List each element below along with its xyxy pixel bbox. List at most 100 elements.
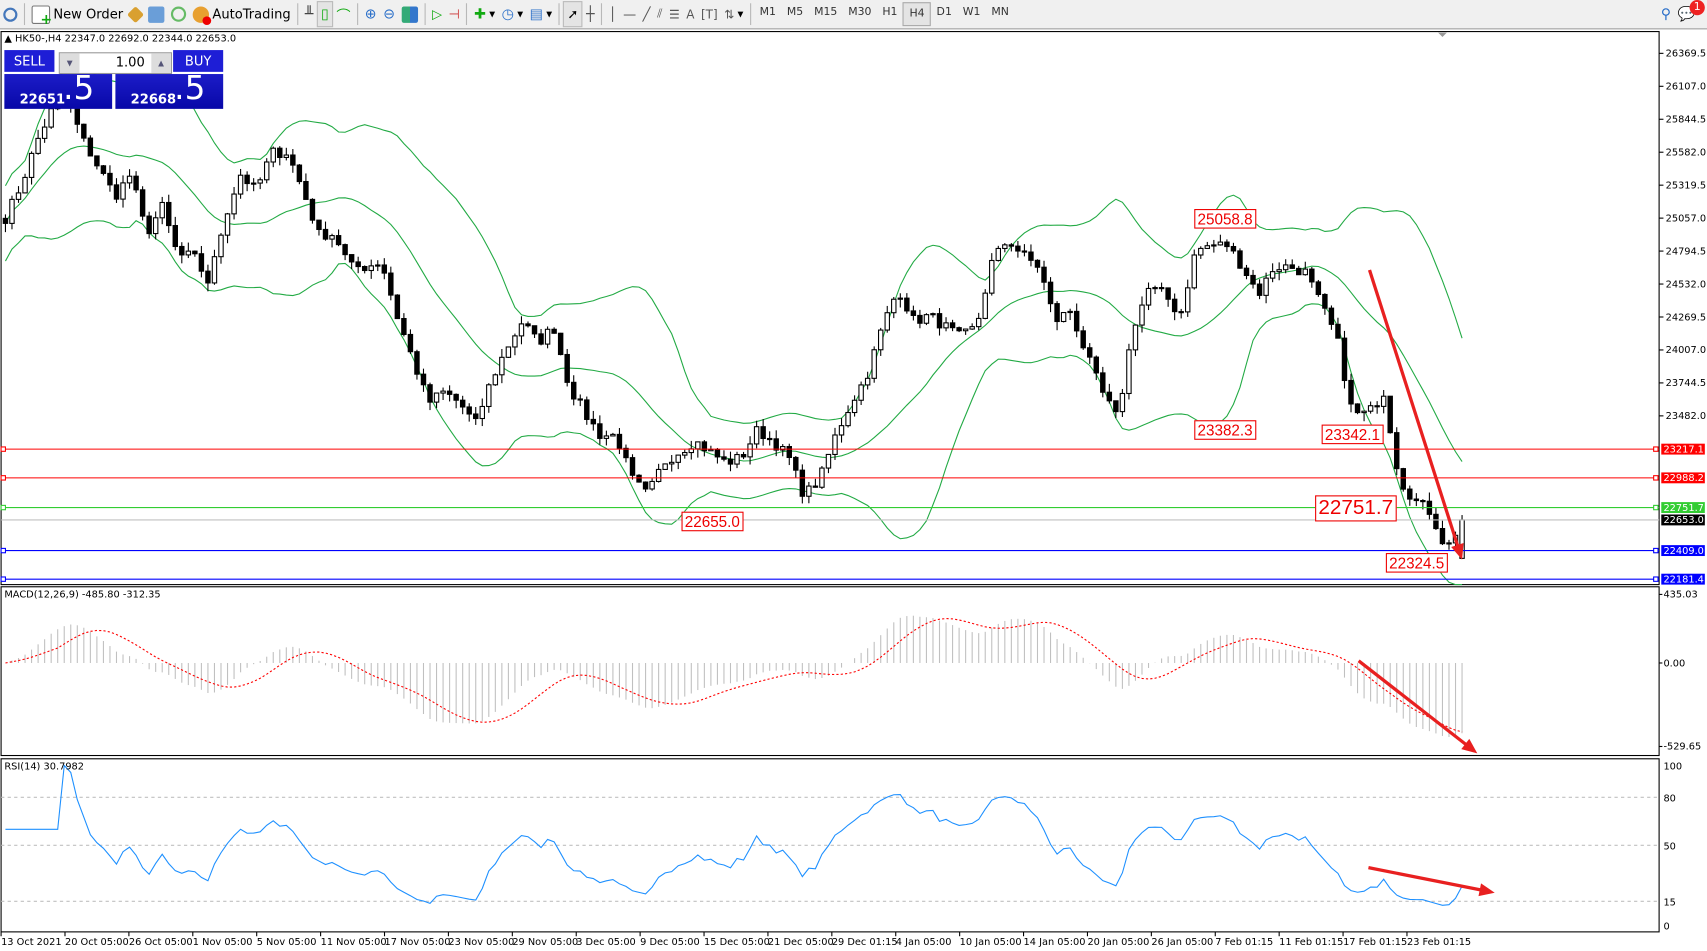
timeframe-m15[interactable]: M15 (814, 6, 838, 19)
candle (139, 186, 146, 221)
search-button[interactable]: ⚲ (1657, 2, 1674, 26)
chart-shift-icon: ⊣ (448, 6, 460, 22)
trendline-button[interactable]: ╱ (639, 2, 653, 26)
collapse-triangle-icon[interactable]: ▲ (4, 33, 16, 45)
arrows-button[interactable]: ⇅ ▼ (721, 2, 747, 26)
price-annotation[interactable]: 22324.5 (1385, 553, 1448, 573)
tile-windows-button[interactable] (398, 2, 421, 26)
periods-button[interactable]: ◷ ▼ (498, 2, 526, 26)
price-annotation[interactable]: 22751.7 (1315, 495, 1397, 522)
candle (949, 319, 956, 332)
candle-body (1119, 392, 1126, 413)
candle-body (1348, 379, 1354, 405)
indicators-button[interactable]: ✚ ▼ (471, 2, 499, 26)
price-annotation[interactable]: 25058.8 (1194, 209, 1256, 229)
candle (1165, 287, 1171, 307)
candle-body (1367, 405, 1374, 412)
vertical-line-button[interactable]: │ (605, 2, 619, 26)
lot-size-input[interactable]: ▼ 1.00 ▲ (58, 52, 173, 75)
timeframe-m30[interactable]: M30 (848, 6, 872, 19)
candle-body (917, 314, 923, 324)
candle (126, 169, 133, 189)
timeframe-d1[interactable]: D1 (936, 6, 952, 19)
price-tag-label: 23217.1 (1663, 444, 1703, 455)
fibonacci-button[interactable]: ☰ (666, 2, 683, 26)
candle-body (956, 327, 962, 332)
candle-body (257, 179, 263, 184)
candle (414, 349, 420, 380)
time-axis-label: 4 Jan 05:00 (896, 937, 952, 948)
toolbar-divider (558, 3, 560, 26)
notifications-button[interactable]: 💬 1 (1674, 0, 1707, 26)
timeframe-mn[interactable]: MN (991, 6, 1009, 19)
candle-body (1296, 267, 1302, 276)
price-annotation[interactable]: 22655.0 (681, 511, 744, 532)
candle-body (166, 201, 172, 227)
sell-price[interactable]: 22651.5 (4, 70, 113, 109)
candle-body (721, 456, 727, 460)
candle (361, 265, 368, 274)
buy-price[interactable]: 22668.5 (115, 70, 224, 109)
timeframe-m5[interactable]: M5 (786, 6, 804, 19)
candle-body (851, 399, 858, 414)
timeframe-w1[interactable]: W1 (962, 6, 981, 19)
timeframe-h4[interactable]: H4 (902, 2, 932, 27)
zoom-out-button[interactable]: ⊖ (380, 2, 398, 26)
candle-body (734, 454, 740, 465)
text-button[interactable]: A (683, 2, 698, 26)
price-tag-label: 22653.0 (1663, 515, 1703, 526)
sell-button[interactable]: SELL (4, 50, 55, 72)
text-label-button[interactable]: [T] (698, 2, 721, 26)
price-annotation[interactable]: 23382.3 (1194, 420, 1256, 440)
candlestick-button[interactable]: ▯ (316, 1, 334, 28)
autotrading-label: AutoTrading (212, 6, 291, 22)
search-icon: ⚲ (1660, 5, 1672, 23)
candle (505, 346, 512, 359)
autotrading-button[interactable]: AutoTrading (190, 2, 294, 26)
candle-body (1309, 268, 1315, 283)
candle (1256, 279, 1263, 300)
new-order-button[interactable]: + New Order (28, 2, 126, 27)
time-axis-label: 26 Jan 05:00 (1151, 937, 1213, 948)
price-annotation[interactable]: 23342.1 (1321, 424, 1384, 445)
terminal-button[interactable] (145, 2, 168, 26)
cursor-button[interactable]: ➚ (563, 1, 583, 28)
templates-button[interactable]: ▤ ▼ (526, 2, 555, 26)
candle (655, 463, 662, 483)
time-axis-label: 15 Dec 05:00 (704, 937, 770, 948)
crosshair-button[interactable]: ┼ (583, 2, 598, 26)
candle-body (825, 453, 832, 469)
candle (1034, 259, 1041, 273)
candle-body (557, 332, 564, 356)
candle-body (1132, 324, 1139, 351)
timeframe-m1[interactable]: M1 (759, 6, 776, 19)
line-chart-button[interactable]: ⌒ (333, 2, 354, 26)
candle-body (172, 225, 178, 248)
timeframe-h1[interactable]: H1 (882, 6, 898, 19)
buy-button[interactable]: BUY (173, 50, 224, 72)
candle (401, 313, 407, 337)
lot-decrease-button[interactable]: ▼ (59, 53, 80, 73)
candle (211, 249, 218, 285)
indicators-icon: ✚ (474, 5, 486, 23)
lot-increase-button[interactable]: ▲ (151, 53, 171, 73)
signals-button[interactable] (168, 2, 190, 26)
cursor-icon: ➚ (567, 6, 579, 22)
zoom-tool-button[interactable] (0, 2, 21, 26)
chart-shift-button[interactable]: ⊣ (445, 2, 463, 26)
equidistant-channel-button[interactable]: ⫽ (654, 2, 666, 26)
rsi-axis-label: 80 (1663, 794, 1675, 805)
bar-chart-button[interactable]: ╨ (302, 2, 317, 26)
horizontal-line-button[interactable]: — (620, 2, 640, 26)
candle (198, 245, 205, 278)
price-axis-label: 23744.5 (1666, 378, 1706, 389)
auto-scroll-button[interactable]: ▷ (429, 2, 446, 26)
candle-body (1021, 250, 1028, 253)
zoom-in-button[interactable]: ⊕ (361, 2, 379, 26)
candle (518, 316, 525, 345)
candle-body (969, 326, 975, 330)
candle-body (335, 235, 342, 246)
candle (969, 323, 975, 330)
dropdown-arrow-icon: ▼ (546, 9, 553, 19)
